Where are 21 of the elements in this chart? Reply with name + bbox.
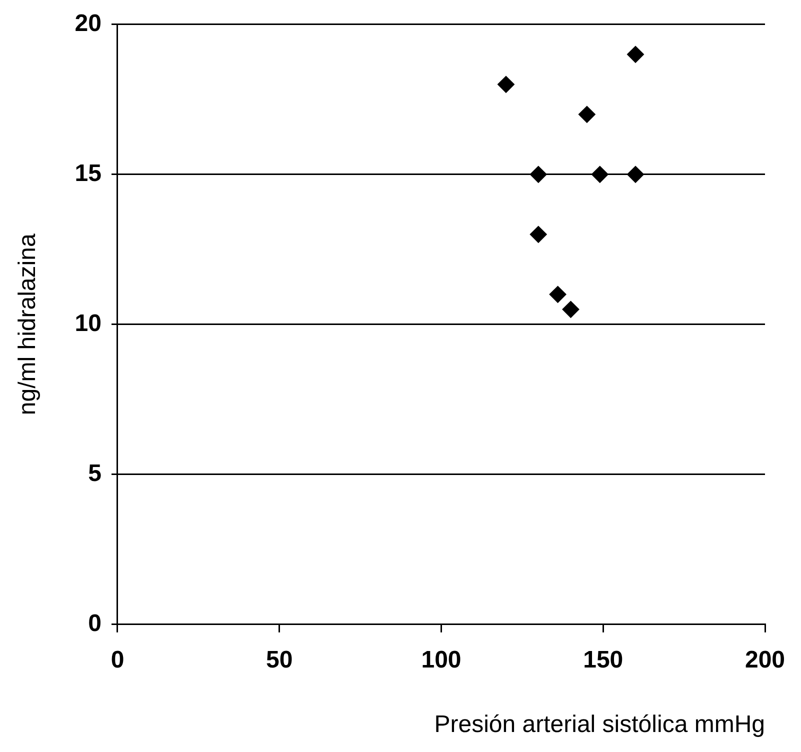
x-axis-title: Presión arterial sistólica mmHg [434,711,765,738]
y-tick-label: 5 [88,460,102,488]
x-tick-label: 100 [421,646,462,674]
point [530,226,547,243]
y-tick-label: 15 [74,160,102,188]
x-tick-label: 150 [583,646,624,674]
y-axis-title: ng/ml hidralazina [14,233,42,416]
y-tick-label: 10 [74,310,102,338]
y-tick-label: 20 [74,10,102,38]
point [578,106,596,123]
point [627,46,644,63]
point [562,300,580,318]
point [627,166,644,183]
x-tick-label: 0 [110,646,124,674]
x-tick-label: 50 [266,646,293,674]
point [498,76,514,93]
point [591,166,608,183]
point [549,286,566,303]
point [530,166,547,183]
x-tick-label: 200 [744,646,786,674]
y-tick-label: 0 [88,610,102,638]
